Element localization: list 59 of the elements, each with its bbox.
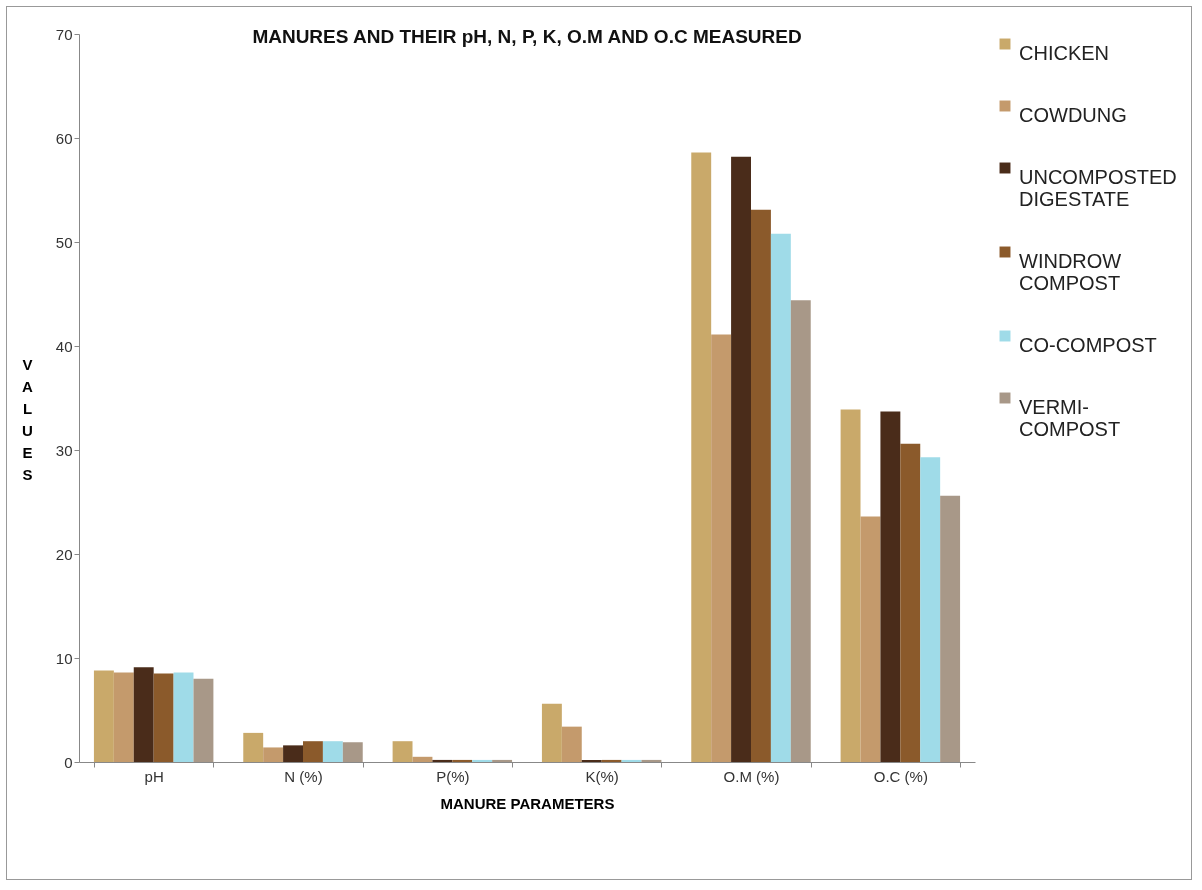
- legend-label: VERMI-COMPOST: [1019, 396, 1121, 440]
- legend-label: CHICKEN: [1019, 42, 1110, 64]
- y-tick-label: 60: [55, 129, 73, 147]
- bar: [193, 678, 214, 762]
- bar: [601, 759, 622, 762]
- bar: [243, 732, 264, 762]
- bar: [880, 411, 901, 762]
- bar: [452, 759, 473, 762]
- bar: [770, 233, 791, 762]
- legend-label: UNCOMPOSTED DIGESTATE: [1019, 166, 1177, 210]
- bar: [133, 667, 154, 762]
- y-tick-label: 0: [64, 753, 73, 771]
- bar: [153, 673, 174, 762]
- x-tick-label: pH: [144, 767, 164, 785]
- x-tick-label: N (%): [284, 767, 323, 785]
- bar: [731, 156, 751, 762]
- bar: [113, 672, 134, 762]
- y-tick-label: 30: [55, 441, 73, 459]
- y-tick-label: 70: [55, 25, 73, 43]
- bar: [432, 759, 453, 762]
- bar: [860, 516, 881, 762]
- bar: [621, 759, 642, 762]
- x-tick-label: O.M (%): [723, 767, 780, 785]
- bar: [840, 409, 861, 762]
- bar: [173, 672, 194, 762]
- bar: [581, 759, 602, 762]
- y-axis-title: VALUES: [22, 355, 34, 483]
- bar: [93, 670, 114, 762]
- bar: [472, 759, 493, 762]
- chart-title: MANURES AND THEIR pH, N, P, K, O.M AND O.C MEASURED: [252, 26, 802, 47]
- x-tick-label: K(%): [585, 767, 619, 785]
- x-tick-label: P(%): [436, 767, 470, 785]
- bar: [303, 741, 323, 762]
- bar: [900, 443, 921, 762]
- y-tick-label: 20: [55, 545, 73, 563]
- legend-label: WINDROW COMPOST: [1019, 250, 1122, 294]
- x-axis-title: MANURE PARAMETERS: [440, 794, 615, 812]
- legend-label: COWDUNG: [1019, 104, 1127, 126]
- bar: [283, 745, 303, 762]
- bar: [751, 209, 771, 762]
- bar: [412, 756, 433, 762]
- x-tick-label: O.C (%): [873, 767, 928, 785]
- legend-label: CO-COMPOST: [1019, 334, 1157, 356]
- bar: [691, 152, 712, 762]
- bar: [492, 759, 513, 762]
- y-tick-label: 50: [55, 233, 73, 251]
- y-tick-label: 10: [55, 649, 73, 667]
- bar: [641, 759, 662, 762]
- bar: [322, 741, 343, 762]
- bar: [790, 300, 811, 762]
- bar: [711, 334, 732, 762]
- bar: [940, 495, 961, 762]
- bar: [561, 726, 582, 762]
- bar: [541, 703, 562, 762]
- y-tick-label: 40: [55, 337, 73, 355]
- bar: [342, 742, 363, 762]
- bar: [392, 741, 413, 762]
- bar: [263, 747, 284, 762]
- bar: [920, 457, 941, 762]
